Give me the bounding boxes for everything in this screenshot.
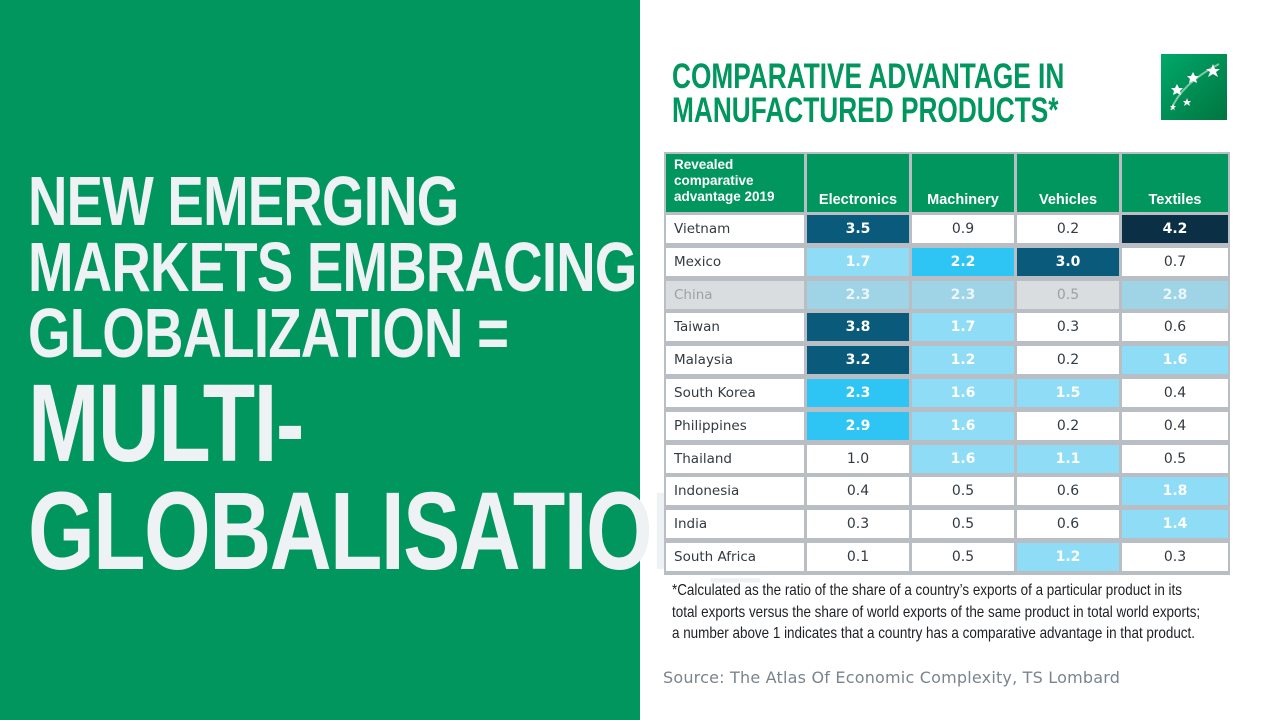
- column-header-electronics: Electronics: [807, 154, 909, 212]
- source-note: Source: The Atlas Of Economic Complexity…: [663, 668, 1121, 687]
- table-cell-value: 3.8: [807, 313, 909, 342]
- table-row-country: Vietnam: [666, 215, 804, 243]
- column-header-machinery: Machinery: [912, 154, 1014, 212]
- table-cell-value: 0.6: [1017, 510, 1119, 539]
- table-row-country: Thailand: [666, 444, 804, 473]
- left-panel: NEW EMERGING MARKETS EMBRACING GLOBALIZA…: [0, 0, 805, 720]
- headline-line: GLOBALIZATION =: [28, 294, 509, 372]
- comparative-advantage-table: Revealed comparative advantage 2019 Elec…: [664, 152, 1230, 575]
- table-cell-value: 0.3: [1122, 543, 1228, 571]
- table-row-country: India: [666, 510, 804, 539]
- chart-title-line: COMPARATIVE ADVANTAGE IN: [672, 57, 1065, 96]
- headline: NEW EMERGING MARKETS EMBRACING GLOBALIZA…: [28, 162, 805, 587]
- table-cell-value: 1.5: [1017, 379, 1119, 407]
- table-header-label: Revealed comparative advantage 2019: [666, 154, 804, 212]
- table-cell-value: 0.4: [1122, 411, 1228, 440]
- footnote-line: *Calculated as the ratio of the share of…: [672, 582, 1182, 599]
- headline-big-line: MULTI-: [28, 362, 304, 485]
- table-cell-value: 3.2: [807, 346, 909, 375]
- table-cell-value: 0.4: [1122, 379, 1228, 407]
- table-row-country: Taiwan: [666, 313, 804, 342]
- table-cell-value: 0.9: [912, 215, 1014, 243]
- table-cell-value: 0.5: [1017, 280, 1119, 309]
- table-row-country: Indonesia: [666, 477, 804, 506]
- table-cell-value: 0.2: [1017, 215, 1119, 243]
- table-cell-value: 1.6: [1122, 346, 1228, 375]
- table-cell-value: 0.5: [912, 543, 1014, 571]
- table-row-country: South Korea: [666, 379, 804, 407]
- table-row-country: Philippines: [666, 411, 804, 440]
- table-cell-value: 0.5: [912, 477, 1014, 506]
- table-cell-value: 0.1: [807, 543, 909, 571]
- column-header-textiles: Textiles: [1122, 154, 1228, 212]
- table-cell-value: 1.4: [1122, 510, 1228, 539]
- table-cell-value: 0.5: [1122, 444, 1228, 473]
- chart-title: COMPARATIVE ADVANTAGE IN MANUFACTURED PR…: [672, 57, 1065, 130]
- table-cell-value: 2.3: [807, 280, 909, 309]
- footnote-line: total exports versus the share of world …: [672, 603, 1201, 621]
- table-cell-value: 1.7: [807, 247, 909, 276]
- table-cell-value: 1.2: [912, 346, 1014, 375]
- table-cell-value: 0.7: [1122, 247, 1228, 276]
- table-cell-value: 0.3: [1017, 313, 1119, 342]
- table-cell-value: 0.2: [1017, 411, 1119, 440]
- table-cell-value: 3.5: [807, 215, 909, 243]
- table-cell-value: 0.6: [1122, 313, 1228, 342]
- table-cell-value: 1.1: [1017, 444, 1119, 473]
- table-row-country: Malaysia: [666, 346, 804, 375]
- column-header-vehicles: Vehicles: [1017, 154, 1119, 212]
- table-cell-value: 0.6: [1017, 477, 1119, 506]
- table-cell-value: 0.4: [807, 477, 909, 506]
- footnote: *Calculated as the ratio of the share of…: [672, 580, 1226, 645]
- table-cell-value: 2.8: [1122, 280, 1228, 309]
- table-cell-value: 1.8: [1122, 477, 1228, 506]
- table-cell-value: 1.7: [912, 313, 1014, 342]
- table-cell-value: 2.2: [912, 247, 1014, 276]
- table-cell-value: 1.6: [912, 379, 1014, 407]
- headline-line: NEW EMERGING: [28, 162, 459, 240]
- table-cell-value: 1.6: [912, 411, 1014, 440]
- table-cell-value: 1.6: [912, 444, 1014, 473]
- table-cell-value: 0.3: [807, 510, 909, 539]
- table-cell-value: 1.0: [807, 444, 909, 473]
- table-cell-value: 2.9: [807, 411, 909, 440]
- chart-title-line: MANUFACTURED PRODUCTS*: [672, 91, 1059, 130]
- headline-line: MARKETS EMBRACING: [28, 228, 637, 306]
- table-cell-value: 0.2: [1017, 346, 1119, 375]
- table-cell-value: 4.2: [1122, 215, 1228, 243]
- table-cell-value: 2.3: [912, 280, 1014, 309]
- footnote-line: a number above 1 indicates that a countr…: [672, 625, 1195, 642]
- table-cell-value: 0.5: [912, 510, 1014, 539]
- table-row-country: Mexico: [666, 247, 804, 276]
- bnp-paribas-stars-logo-icon: [1161, 54, 1227, 120]
- table-cell-value: 3.0: [1017, 247, 1119, 276]
- table-row-country: South Africa: [666, 543, 804, 571]
- table-cell-value: 2.3: [807, 379, 909, 407]
- table-row-country: China: [666, 280, 804, 309]
- table-cell-value: 1.2: [1017, 543, 1119, 571]
